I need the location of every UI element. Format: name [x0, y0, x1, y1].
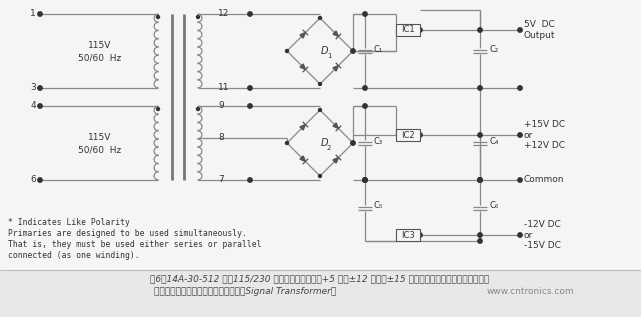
- Circle shape: [518, 133, 522, 137]
- Text: 5V  DC
Output: 5V DC Output: [524, 20, 556, 40]
- Text: 12: 12: [218, 10, 229, 18]
- Text: 50/60  Hz: 50/60 Hz: [78, 54, 122, 62]
- Circle shape: [478, 239, 482, 243]
- Circle shape: [248, 178, 252, 182]
- Text: 7: 7: [218, 176, 224, 184]
- Text: * Indicates Like Polarity: * Indicates Like Polarity: [8, 218, 130, 227]
- Circle shape: [363, 178, 367, 182]
- Text: 3: 3: [30, 83, 36, 93]
- Text: C₂: C₂: [489, 44, 498, 54]
- Circle shape: [248, 12, 252, 16]
- Text: That is, they must be used either series or parallel: That is, they must be used either series…: [8, 240, 262, 249]
- Text: 2: 2: [327, 145, 331, 151]
- Circle shape: [38, 12, 42, 16]
- Text: 8: 8: [218, 133, 224, 143]
- Text: 4: 4: [30, 101, 36, 111]
- Circle shape: [319, 108, 322, 112]
- Text: IC3: IC3: [401, 230, 415, 240]
- Circle shape: [478, 28, 482, 32]
- Circle shape: [418, 133, 422, 137]
- Circle shape: [248, 104, 252, 108]
- Circle shape: [351, 141, 355, 145]
- Circle shape: [38, 178, 42, 182]
- Text: Primaries are designed to be used simultaneously.: Primaries are designed to be used simult…: [8, 229, 247, 238]
- Text: 6: 6: [30, 176, 36, 184]
- Circle shape: [363, 178, 367, 182]
- Circle shape: [156, 16, 160, 18]
- Polygon shape: [300, 64, 306, 69]
- Text: IC2: IC2: [401, 131, 415, 139]
- Circle shape: [478, 86, 482, 90]
- Circle shape: [351, 49, 355, 53]
- Circle shape: [285, 49, 288, 53]
- Circle shape: [363, 104, 367, 108]
- Text: D: D: [320, 138, 328, 148]
- Circle shape: [478, 133, 482, 137]
- Circle shape: [518, 86, 522, 90]
- Text: C₄: C₄: [489, 137, 498, 146]
- Polygon shape: [333, 123, 338, 128]
- Circle shape: [38, 104, 42, 108]
- Text: 9: 9: [218, 101, 224, 111]
- Text: IC1: IC1: [401, 25, 415, 35]
- Text: Common: Common: [524, 176, 565, 184]
- Circle shape: [418, 233, 422, 237]
- Circle shape: [478, 178, 482, 182]
- Circle shape: [319, 82, 322, 86]
- Polygon shape: [333, 31, 338, 36]
- Circle shape: [351, 49, 354, 53]
- Circle shape: [156, 107, 160, 111]
- Circle shape: [518, 233, 522, 237]
- Bar: [396, 24, 420, 36]
- Text: 图6：14A-30-512 采用115/230 伏输入电压，适用于+5 伏或±12 伏直流±15 伏直流电源，具体取决于用户如何: 图6：14A-30-512 采用115/230 伏输入电压，适用于+5 伏或±1…: [151, 275, 490, 283]
- Circle shape: [197, 16, 199, 18]
- Circle shape: [518, 178, 522, 182]
- Circle shape: [363, 178, 367, 182]
- Circle shape: [319, 16, 322, 20]
- Circle shape: [38, 86, 42, 90]
- Text: C₅: C₅: [374, 202, 383, 210]
- Polygon shape: [300, 33, 306, 38]
- Text: 115V: 115V: [88, 42, 112, 50]
- Bar: [0, 270, 641, 317]
- Text: C₆: C₆: [489, 202, 498, 210]
- Text: 50/60  Hz: 50/60 Hz: [78, 146, 122, 154]
- Text: -12V DC
or
-15V DC: -12V DC or -15V DC: [524, 220, 561, 250]
- Circle shape: [363, 86, 367, 90]
- Text: +15V DC
or
+12V DC: +15V DC or +12V DC: [524, 120, 565, 150]
- Circle shape: [478, 233, 482, 237]
- Polygon shape: [300, 156, 306, 161]
- Text: 1: 1: [30, 10, 36, 18]
- Text: www.cntronics.com: www.cntronics.com: [486, 287, 574, 295]
- Text: connected (as one winding).: connected (as one winding).: [8, 251, 140, 260]
- Polygon shape: [333, 66, 338, 71]
- Text: 115V: 115V: [88, 133, 112, 143]
- Circle shape: [478, 178, 482, 182]
- Circle shape: [418, 28, 422, 32]
- Circle shape: [351, 141, 354, 145]
- Circle shape: [248, 86, 252, 90]
- Text: 11: 11: [218, 83, 229, 93]
- Circle shape: [197, 107, 199, 111]
- Circle shape: [319, 174, 322, 178]
- Polygon shape: [300, 125, 306, 130]
- Bar: [396, 129, 420, 141]
- Circle shape: [518, 28, 522, 32]
- Bar: [396, 229, 420, 241]
- Text: D: D: [320, 46, 328, 56]
- Polygon shape: [333, 158, 338, 163]
- Text: 1: 1: [327, 53, 331, 59]
- Text: C₃: C₃: [374, 137, 383, 146]
- Text: C₁: C₁: [374, 44, 383, 54]
- Circle shape: [363, 12, 367, 16]
- Text: 连接初级和次级侧绕组。（图片来源：Signal Transformer）: 连接初级和次级侧绕组。（图片来源：Signal Transformer）: [154, 287, 336, 295]
- Circle shape: [478, 178, 482, 182]
- Circle shape: [285, 141, 288, 145]
